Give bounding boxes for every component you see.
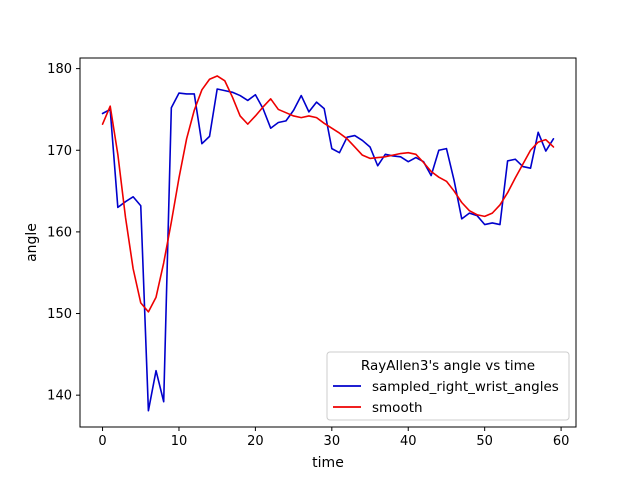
legend-label-smooth: smooth <box>372 400 423 416</box>
x-axis-label: time <box>312 455 344 471</box>
series-line-smooth <box>101 75 555 313</box>
legend-label-sampled: sampled_right_wrist_angles <box>372 379 559 395</box>
y-tick-label: 150 <box>47 307 72 322</box>
y-tick-label: 170 <box>47 144 72 159</box>
x-tick-label: 20 <box>247 434 264 449</box>
plot-frame <box>79 57 577 428</box>
x-tick-label: 0 <box>98 434 106 449</box>
legend-box <box>326 351 570 421</box>
x-tick-label: 60 <box>553 434 570 449</box>
y-tick-label: 180 <box>47 62 72 77</box>
x-tick-label: 30 <box>324 434 341 449</box>
x-axis-ticks: 0 10 20 30 40 50 60 <box>98 427 569 449</box>
legend-title: RayAllen3's angle vs time <box>361 358 535 374</box>
y-tick-label: 140 <box>47 389 72 404</box>
y-axis-label: angle <box>24 223 40 262</box>
x-tick-label: 10 <box>171 434 188 449</box>
y-tick-label: 160 <box>47 225 72 240</box>
x-tick-label: 50 <box>476 434 493 449</box>
y-axis-ticks: 140 150 160 170 180 <box>47 62 80 404</box>
legend: RayAllen3's angle vs time sampled_right_… <box>326 351 570 421</box>
series-lines <box>101 75 555 412</box>
series-line-sampled <box>101 88 555 412</box>
x-tick-label: 40 <box>400 434 417 449</box>
